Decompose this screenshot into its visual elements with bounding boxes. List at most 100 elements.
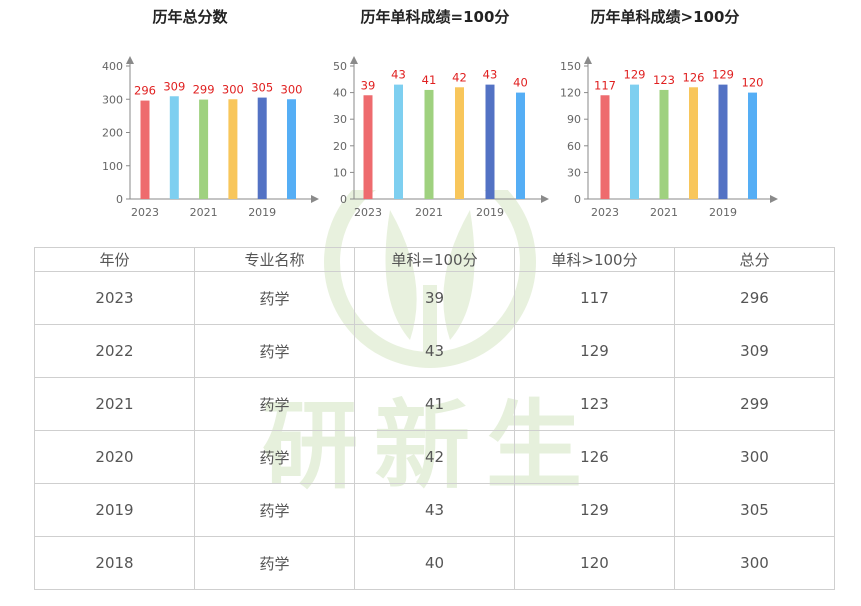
bar-2020 (455, 87, 464, 199)
bar-2019 (257, 97, 267, 199)
data-label: 129 (712, 68, 734, 82)
data-label: 123 (653, 73, 675, 87)
x-axis-arrow-icon (770, 195, 778, 203)
chart-title: 历年总分数 (152, 8, 228, 26)
bar-2018 (748, 92, 757, 199)
cell-single-eq-100: 43 (354, 483, 515, 537)
header-single-eq-100: 单科=100分 (354, 247, 515, 272)
y-tick-label: 0 (116, 193, 123, 206)
bar-2023 (600, 95, 610, 199)
y-tick-label: 400 (102, 60, 123, 73)
cell-year: 2019 (34, 483, 195, 537)
x-axis-arrow-icon (311, 195, 319, 203)
y-tick-label: 30 (567, 166, 581, 179)
y-tick-label: 20 (333, 140, 347, 153)
bar-2019 (485, 84, 495, 199)
y-axis-arrow-icon (126, 56, 134, 64)
cell-single-gt-100: 126 (514, 430, 675, 484)
data-label: 43 (483, 68, 498, 82)
bar-2020 (689, 87, 698, 199)
chart-svg: 0 10 20 30 40 50 39 43 41 42 43 40 2023 2021 2019 (333, 56, 549, 219)
bar-2021 (659, 89, 669, 199)
data-label: 43 (391, 68, 406, 82)
y-tick-label: 100 (102, 160, 123, 173)
table-row: 2021 药学 41 123 299 (34, 377, 835, 431)
cell-total: 300 (674, 536, 835, 590)
cell-major: 药学 (194, 483, 355, 537)
cell-major: 药学 (194, 536, 355, 590)
data-label: 42 (452, 70, 467, 84)
y-tick-label: 120 (560, 87, 581, 100)
cell-single-eq-100: 40 (354, 536, 515, 590)
chart-svg: 0 100 200 300 400 296 309 299 300 305 300 2023 2021 2… (102, 56, 319, 219)
y-tick-label: 150 (560, 60, 581, 73)
cell-total: 300 (674, 430, 835, 484)
x-tick-label: 2019 (476, 206, 504, 219)
cell-year: 2020 (34, 430, 195, 484)
data-label: 305 (251, 81, 273, 95)
y-tick-label: 200 (102, 127, 123, 140)
bar-2018 (516, 92, 525, 199)
data-label: 309 (163, 79, 185, 93)
y-tick-label: 10 (333, 166, 347, 179)
y-axis-arrow-icon (350, 56, 358, 64)
chart-title: 历年单科成绩>100分 (590, 8, 740, 26)
bar-2019 (718, 84, 728, 199)
y-tick-label: 50 (333, 60, 347, 73)
table-row: 2020 药学 42 126 300 (34, 430, 835, 484)
data-label: 300 (222, 82, 244, 96)
chart-svg: 0 30 60 90 120 150 117 129 123 126 129 120 2023 2021 2… (560, 56, 778, 219)
x-tick-label: 2021 (650, 206, 678, 219)
data-label: 39 (361, 78, 376, 92)
y-tick-label: 0 (340, 193, 347, 206)
cell-single-eq-100: 42 (354, 430, 515, 484)
table-row: 2018 药学 40 120 300 (34, 536, 835, 590)
cell-total: 305 (674, 483, 835, 537)
x-tick-label: 2023 (131, 206, 159, 219)
chart-title: 历年单科成绩=100分 (360, 8, 510, 26)
y-tick-label: 90 (567, 113, 581, 126)
cell-year: 2023 (34, 271, 195, 325)
bar-2020 (228, 99, 238, 199)
data-label: 299 (193, 83, 215, 97)
cell-major: 药学 (194, 271, 355, 325)
data-label: 41 (422, 73, 437, 87)
bar-2021 (199, 99, 209, 199)
cell-major: 药学 (194, 377, 355, 431)
cell-major: 药学 (194, 324, 355, 378)
x-tick-label: 2021 (415, 206, 443, 219)
header-single-gt-100: 单科>100分 (514, 247, 675, 272)
chart-single-eq-100: 历年单科成绩=100分 0 10 20 30 40 50 39 43 41 42 43 40 2023 2… (290, 0, 580, 230)
cell-year: 2022 (34, 324, 195, 378)
y-tick-label: 60 (567, 140, 581, 153)
table-row: 2023 药学 39 117 296 (34, 271, 835, 325)
cell-total: 309 (674, 324, 835, 378)
data-label: 120 (742, 76, 764, 90)
cell-year: 2018 (34, 536, 195, 590)
y-tick-label: 30 (333, 113, 347, 126)
bar-2018 (287, 99, 296, 199)
y-tick-label: 300 (102, 93, 123, 106)
table-row: 2022 药学 43 129 309 (34, 324, 835, 378)
data-label: 40 (513, 76, 528, 90)
table-row: 2019 药学 43 129 305 (34, 483, 835, 537)
bar-2023 (140, 100, 150, 199)
y-tick-label: 0 (574, 193, 581, 206)
data-label: 117 (594, 78, 616, 92)
x-tick-label: 2019 (709, 206, 737, 219)
header-year: 年份 (34, 247, 195, 272)
x-tick-label: 2023 (354, 206, 382, 219)
data-label: 300 (281, 82, 303, 96)
cell-single-gt-100: 117 (514, 271, 675, 325)
data-label: 126 (683, 70, 705, 84)
data-label: 129 (624, 68, 646, 82)
table-header-row: 年份 专业名称 单科=100分 单科>100分 总分 (34, 247, 835, 272)
x-tick-label: 2021 (190, 206, 218, 219)
bar-2022 (169, 96, 179, 199)
y-tick-label: 40 (333, 87, 347, 100)
cell-single-eq-100: 39 (354, 271, 515, 325)
cell-year: 2021 (34, 377, 195, 431)
cell-single-gt-100: 120 (514, 536, 675, 590)
bar-2021 (424, 89, 434, 199)
x-tick-label: 2023 (591, 206, 619, 219)
